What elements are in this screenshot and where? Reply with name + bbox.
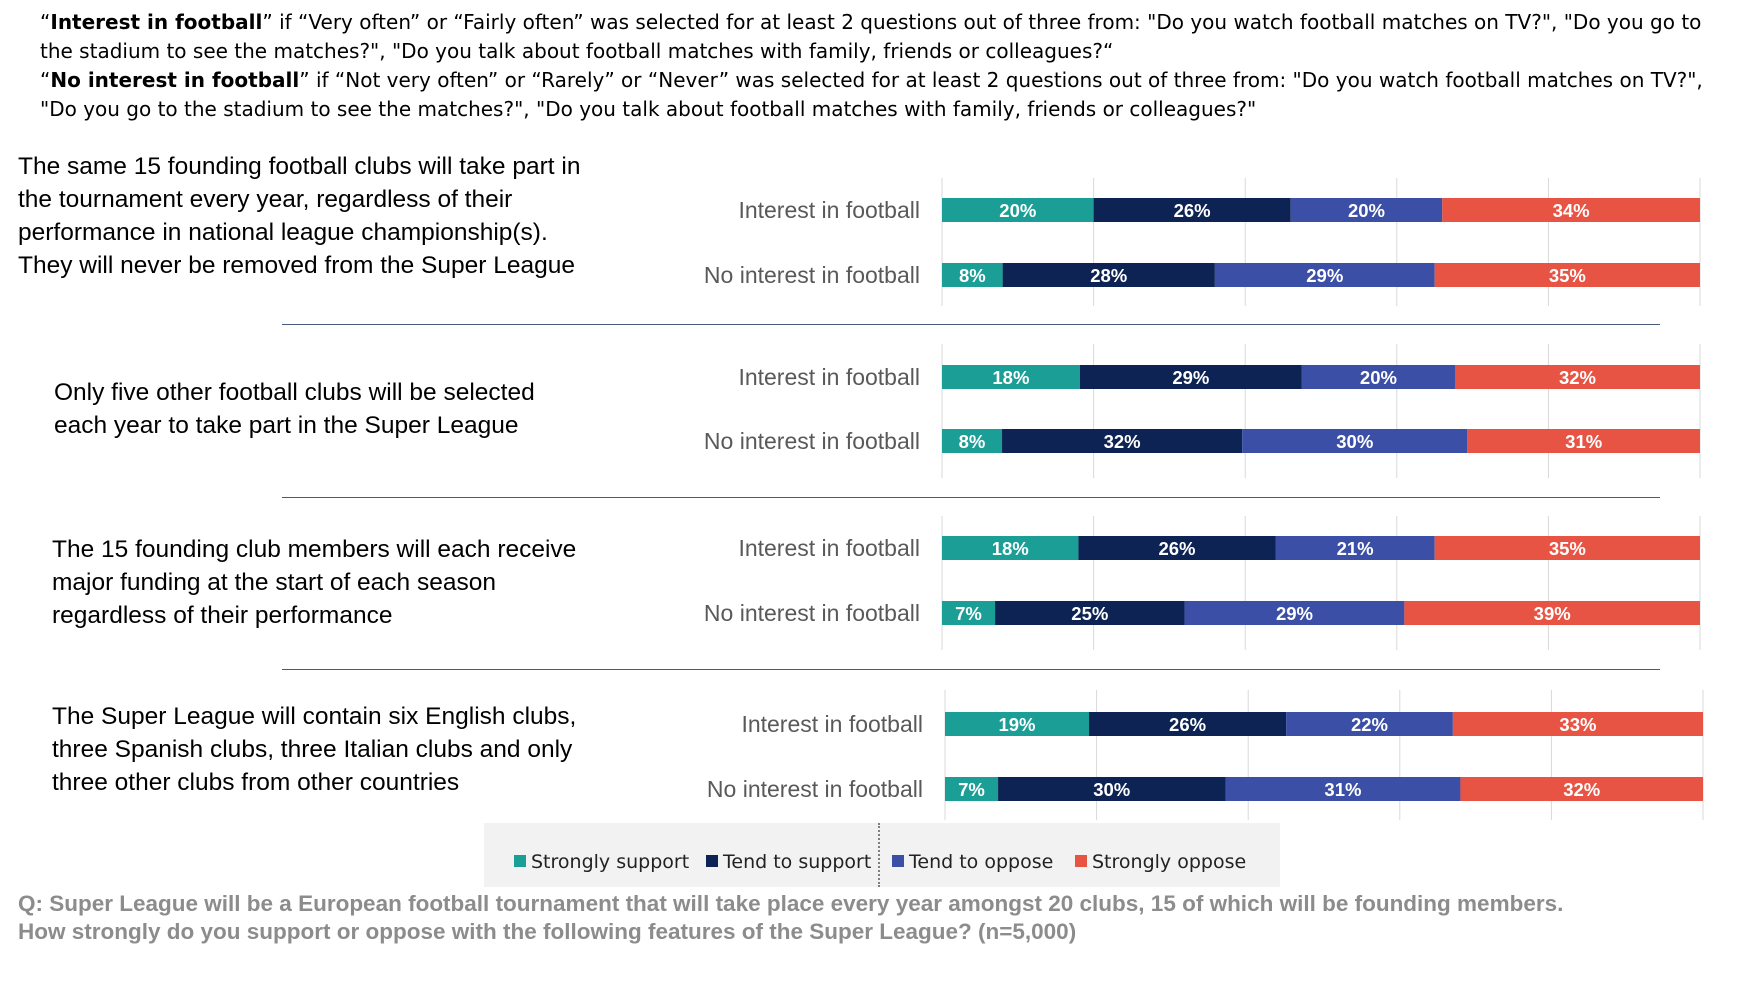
definition-term: Interest in football xyxy=(50,10,263,34)
bar-segment-strongly-support xyxy=(942,263,1003,287)
bar-segment-tend-to-oppose xyxy=(1301,365,1455,389)
definition-term: No interest in football xyxy=(50,68,300,92)
data-label: 30% xyxy=(1093,779,1130,800)
data-label: 29% xyxy=(1306,265,1343,286)
legend-item-strongly-oppose: Strongly oppose xyxy=(1075,851,1246,873)
row-label: No interest in football xyxy=(704,428,920,454)
bar-segment-tend-to-support xyxy=(1078,536,1276,560)
statement-3: The 15 founding club members will each r… xyxy=(52,536,577,629)
bar-segment-strongly-oppose xyxy=(1434,263,1700,287)
data-label: 29% xyxy=(1276,603,1313,624)
bar-segment-strongly-support xyxy=(945,712,1090,736)
data-label: 30% xyxy=(1336,431,1373,452)
bar-segment-tend-to-oppose xyxy=(1286,712,1453,736)
row-label: Interest in football xyxy=(738,364,920,390)
bar-segment-tend-to-support xyxy=(1089,712,1287,736)
bar-segment-tend-to-oppose xyxy=(1242,429,1468,453)
data-label: 18% xyxy=(992,538,1029,559)
data-label: 32% xyxy=(1559,367,1596,388)
bar-segment-strongly-oppose xyxy=(1434,536,1700,560)
bar-segment-strongly-oppose xyxy=(1442,198,1700,222)
bar-segment-strongly-oppose xyxy=(1454,365,1700,389)
bar-segment-strongly-support xyxy=(942,429,1003,453)
bar-segment-strongly-support xyxy=(942,198,1094,222)
data-label: 34% xyxy=(1553,200,1590,221)
data-label: 8% xyxy=(959,431,986,452)
bar-segment-tend-to-oppose xyxy=(1290,198,1443,222)
data-label: 39% xyxy=(1534,603,1571,624)
bar-segment-tend-to-oppose xyxy=(1184,601,1405,625)
statement-1: The same 15 founding football clubs will… xyxy=(18,153,581,279)
data-label: 29% xyxy=(1172,367,1209,388)
legend-item-strongly-support: Strongly support xyxy=(514,851,689,873)
panel-separator xyxy=(282,324,1660,325)
data-label: 32% xyxy=(1563,779,1600,800)
data-label: 7% xyxy=(955,603,982,624)
row-label: Interest in football xyxy=(738,535,920,561)
bar-segment-strongly-oppose xyxy=(1460,777,1703,801)
data-label: 22% xyxy=(1351,714,1388,735)
legend-swatch xyxy=(514,855,526,867)
data-label: 35% xyxy=(1549,538,1586,559)
legend-swatch xyxy=(1075,855,1087,867)
data-label: 31% xyxy=(1565,431,1602,452)
data-label: 33% xyxy=(1559,714,1596,735)
legend xyxy=(484,823,1280,887)
data-label: 8% xyxy=(959,265,986,286)
legend-item-tend-to-support: Tend to support xyxy=(706,851,871,873)
bar-segment-tend-to-support xyxy=(1002,429,1243,453)
bar-segment-tend-to-support xyxy=(995,601,1185,625)
definition-interest: “Interest in football” if “Very often” o… xyxy=(40,10,1702,63)
bar-segment-strongly-oppose xyxy=(1467,429,1700,453)
data-label: 18% xyxy=(992,367,1029,388)
data-label: 21% xyxy=(1337,538,1374,559)
bar-segment-strongly-support xyxy=(942,601,996,625)
data-label: 20% xyxy=(999,200,1036,221)
bar-segment-strongly-support xyxy=(942,536,1079,560)
question-text: Q: Super League will be a European footb… xyxy=(18,891,1564,944)
row-label: Interest in football xyxy=(741,711,923,737)
bar-segment-strongly-oppose xyxy=(1452,712,1703,736)
bar-segment-tend-to-support xyxy=(998,777,1226,801)
data-label: 26% xyxy=(1158,538,1195,559)
bar-segment-strongly-support xyxy=(945,777,999,801)
data-label: 32% xyxy=(1104,431,1141,452)
bar-segment-tend-to-oppose xyxy=(1225,777,1461,801)
bar-segment-tend-to-oppose xyxy=(1275,536,1435,560)
row-label: No interest in football xyxy=(704,262,920,288)
data-label: 19% xyxy=(998,714,1035,735)
statement-2: Only five other football clubs will be s… xyxy=(54,379,535,439)
data-label: 25% xyxy=(1071,603,1108,624)
legend-item-tend-to-oppose: Tend to oppose xyxy=(892,851,1053,873)
legend-divider xyxy=(878,823,880,887)
bar-segment-tend-to-support xyxy=(1079,365,1302,389)
definitions-note: “Interest in football” if “Very often” o… xyxy=(40,8,1740,124)
bar-segment-tend-to-support xyxy=(1002,263,1215,287)
data-label: 35% xyxy=(1549,265,1586,286)
bar-segment-strongly-oppose xyxy=(1404,601,1700,625)
row-label: No interest in football xyxy=(707,776,923,802)
panel-separator xyxy=(282,669,1660,670)
bar-segment-strongly-support xyxy=(942,365,1080,389)
row-label: No interest in football xyxy=(704,600,920,626)
legend-swatch xyxy=(706,855,718,867)
data-label: 7% xyxy=(958,779,985,800)
panel-separator xyxy=(282,497,1660,498)
definition-no-interest: “No interest in football” if “Not very o… xyxy=(40,68,1703,121)
bar-segment-tend-to-oppose xyxy=(1214,263,1435,287)
data-label: 20% xyxy=(1348,200,1385,221)
data-label: 31% xyxy=(1324,779,1361,800)
legend-swatch xyxy=(892,855,904,867)
data-label: 26% xyxy=(1169,714,1206,735)
data-label: 26% xyxy=(1174,200,1211,221)
data-label: 28% xyxy=(1090,265,1127,286)
data-label: 20% xyxy=(1360,367,1397,388)
statement-4: The Super League will contain six Englis… xyxy=(52,703,577,796)
bar-segment-tend-to-support xyxy=(1093,198,1291,222)
row-label: Interest in football xyxy=(738,197,920,223)
